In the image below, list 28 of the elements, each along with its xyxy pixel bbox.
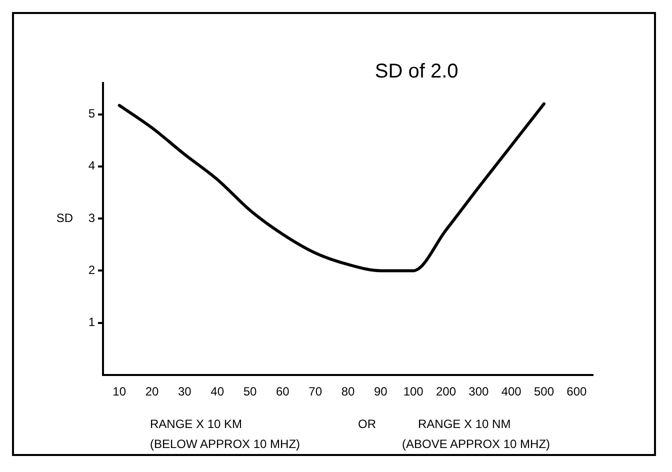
x-tick-label: 20 [145, 384, 159, 399]
x-tick-label: 90 [374, 384, 388, 399]
x-tick-label: 80 [341, 384, 355, 399]
x-tick-label: 40 [210, 384, 224, 399]
text: OR [358, 417, 376, 431]
y-tick-label: 4 [88, 158, 96, 173]
y-tick-label: 2 [88, 263, 96, 278]
x-tick-label: 500 [534, 384, 554, 399]
text: RANGE X 10 NM [418, 417, 511, 431]
x-tick-label: 300 [468, 384, 489, 399]
x-axis-title: RANGE X 10 KM [150, 417, 242, 431]
x-tick-label: 70 [308, 384, 322, 399]
y-tick-label: 3 [88, 210, 96, 225]
x-tick-label: 10 [112, 384, 126, 399]
chart-title: SD of 2.0 [374, 60, 458, 83]
text: (BELOW APPROX 10 MHZ) [150, 437, 300, 451]
line-series [118, 102, 546, 272]
x-tick-label: 200 [436, 384, 456, 399]
x-tick-label: 60 [276, 384, 290, 399]
y-axis-title: SD [56, 210, 74, 225]
x-tick-label: 400 [501, 384, 522, 399]
x-tick-label: 600 [566, 384, 587, 399]
text: (ABOVE APPROX 10 MHZ) [402, 437, 550, 451]
y-tick-label: 1 [88, 315, 96, 330]
x-tick-label: 100 [403, 384, 424, 399]
x-tick-label: 30 [178, 384, 192, 399]
x-tick-label: 50 [243, 384, 257, 399]
y-tick-label: 5 [88, 106, 96, 121]
